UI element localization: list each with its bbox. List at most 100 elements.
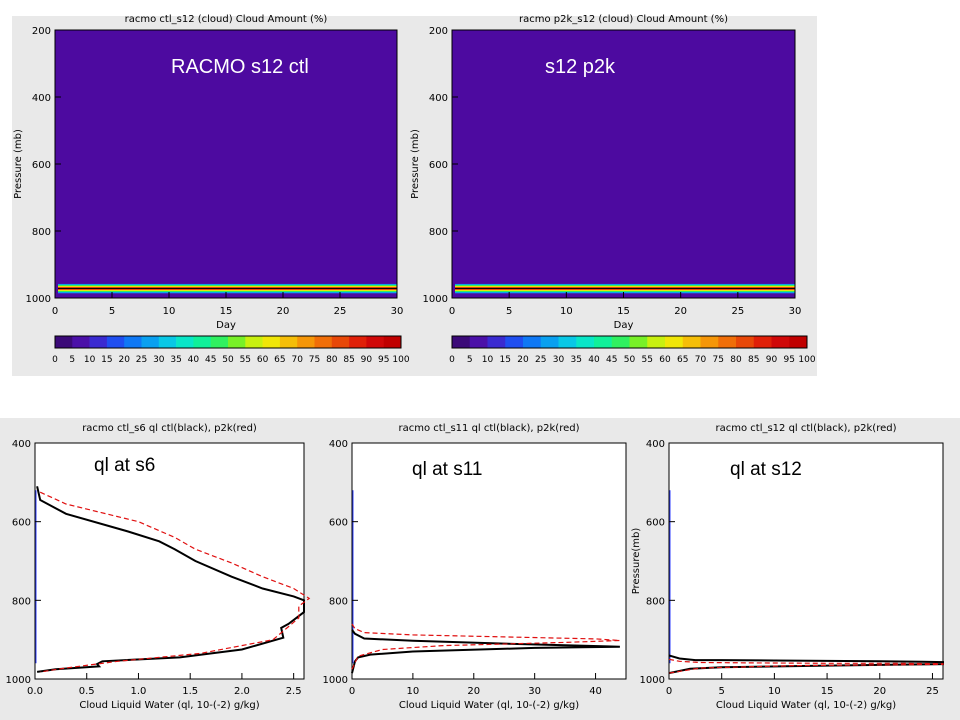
heatmap-1-colorbar-label: 60 [257, 355, 269, 365]
lineplot-1-frame [34, 442, 305, 680]
heatmap-2-colorbar-label: 90 [766, 355, 778, 365]
lineplot-2-xtick-label: 10 [407, 686, 420, 697]
heatmap-1-colorbar-label: 85 [343, 355, 354, 365]
heatmap-2-cloud-band [455, 288, 795, 291]
heatmap-1-colorbar-label: 35 [170, 355, 181, 365]
lineplot-3-xtick-label: 5 [719, 686, 725, 697]
lineplot-1-series-ctl [36, 486, 305, 673]
heatmap-2-colorbar-swatch [576, 336, 595, 348]
heatmap-1-colorbar-swatch [331, 336, 350, 348]
lineplot-1-ytick-label: 1000 [6, 675, 31, 686]
lineplot-3-series-ctl [668, 654, 944, 675]
heatmap-2-xtick-label: 10 [560, 306, 573, 317]
heatmap-1-colorbar-swatch [124, 336, 142, 348]
lineplot-1-series-p2k [39, 491, 311, 673]
heatmap-1-colorbar-swatch [176, 336, 194, 348]
heatmap-2-colorbar-swatch [469, 336, 488, 348]
heatmap-2-colorbar-swatch [771, 336, 790, 348]
heatmap-1-cloud-band [58, 283, 397, 286]
heatmap-2-cloud-band [455, 287, 795, 290]
heatmap-1-colorbar-label: 55 [240, 355, 251, 365]
heatmap-2-colorbar-label: 50 [624, 355, 636, 365]
heatmap-1-xtick-label: 25 [334, 306, 347, 317]
heatmap-2-cloud-band [455, 286, 795, 289]
heatmap-2-colorbar-swatch [594, 336, 613, 348]
heatmap-2-cloud-band [455, 283, 795, 286]
heatmap-2-ylabel: Pressure (mb) [410, 129, 421, 199]
heatmap-2-xtick-label: 25 [731, 306, 744, 317]
heatmap-2-cloud-band [455, 284, 795, 287]
lineplot-2-xtick-label: 20 [467, 686, 480, 697]
lineplot-2-ytick-label: 600 [329, 518, 348, 529]
heatmap-2-colorbar-label: 75 [713, 355, 724, 365]
heatmap-2-field [452, 30, 795, 298]
lineplot-1-xlabel: Cloud Liquid Water (ql, 10-(-2) g/kg) [79, 700, 259, 711]
heatmap-1-colorbar-swatch [158, 336, 177, 348]
heatmap-2-xlabel: Day [614, 320, 634, 331]
heatmap-2-ytick-label: 800 [429, 227, 448, 238]
heatmap-2-ytick-label: 600 [429, 160, 448, 171]
heatmap-1-xtick-label: 10 [163, 306, 176, 317]
heatmap-2-colorbar-swatch [700, 336, 719, 348]
heatmap-2-colorbar-label: 20 [517, 355, 529, 365]
heatmap-1-colorbar-label: 5 [69, 355, 75, 365]
heatmap-1-colorbar-swatch [279, 336, 298, 348]
heatmap-2-colorbar-label: 85 [748, 355, 759, 365]
heatmap-2-xtick-label: 5 [506, 306, 512, 317]
lineplot-2-series-ctl [351, 629, 620, 674]
heatmap-2-colorbar-label: 5 [467, 355, 473, 365]
lineplot-3-series-p2k [668, 658, 944, 674]
lineplot-3-xtick-label: 10 [768, 686, 781, 697]
lineplot-1-xtick-label: 1.0 [131, 686, 147, 697]
heatmap-2-colorbar-label: 25 [535, 355, 546, 365]
heatmap-1-colorbar-swatch [72, 336, 90, 348]
heatmap-1-colorbar-swatch [366, 336, 384, 348]
heatmap-1-title: racmo ctl_s12 (cloud) Cloud Amount (%) [125, 14, 328, 25]
overlay-label-ql-s6: ql at s6 [94, 455, 156, 476]
lineplot-1-xtick-label: 0.5 [79, 686, 95, 697]
lineplot-3-ytick-label: 400 [646, 439, 665, 450]
heatmap-2-xtick-label: 15 [617, 306, 630, 317]
heatmap-1-colorbar-swatch [349, 336, 367, 348]
heatmap-2-colorbar-swatch [611, 336, 630, 348]
lineplot-3-ytick-label: 1000 [640, 675, 665, 686]
heatmap-2-colorbar-swatch [647, 336, 666, 348]
heatmap-2-colorbar-swatch [558, 336, 577, 348]
lineplot-3-xtick-label: 15 [821, 686, 834, 697]
heatmap-1-colorbar-swatch [89, 336, 108, 348]
lineplot-2-series-p2k [351, 623, 620, 670]
heatmap-1-cloud-band [58, 287, 397, 290]
heatmap-2-ytick-label: 400 [429, 93, 448, 104]
heatmap-1-colorbar-label: 80 [326, 355, 338, 365]
heatmap-1-cloud-band [58, 290, 397, 293]
heatmap-2-colorbar-label: 80 [730, 355, 742, 365]
heatmap-2-colorbar-label: 55 [642, 355, 653, 365]
heatmap-1-colorbar-label: 95 [378, 355, 389, 365]
heatmap-2-colorbar-swatch [736, 336, 755, 348]
heatmap-1-colorbar-swatch [262, 336, 281, 348]
lineplot-1-ytick-label: 600 [12, 518, 31, 529]
lineplot-2-xtick-label: 0 [349, 686, 355, 697]
heatmap-1-xtick-label: 15 [220, 306, 233, 317]
lineplot-2-ytick-label: 1000 [323, 675, 348, 686]
heatmap-1-cloud-band [58, 291, 397, 294]
heatmap-1-colorbar-frame [54, 335, 402, 349]
heatmap-2-colorbar-swatch [505, 336, 524, 348]
lineplot-3-frame [668, 442, 944, 680]
lineplot-2-ytick-label: 400 [329, 439, 348, 450]
lineplot-2-title: racmo ctl_s11 ql ctl(black), p2k(red) [399, 423, 580, 434]
heatmap-1-colorbar-swatch [245, 336, 263, 348]
heatmap-2-colorbar-label: 0 [449, 355, 455, 365]
lineplot-1-ytick-label: 400 [12, 439, 31, 450]
lineplot-3-xlabel: Cloud Liquid Water (ql, 10-(-2) g/kg) [716, 700, 896, 711]
lineplot-3-xtick-label: 25 [926, 686, 939, 697]
heatmap-2-cloud-band [455, 289, 795, 292]
heatmap-1-ytick-label: 800 [32, 227, 51, 238]
heatmap-2-colorbar-label: 65 [677, 355, 688, 365]
heatmap-1-colorbar-swatch [297, 336, 315, 348]
heatmap-2-ytick-label: 200 [429, 26, 448, 37]
lineplot-3-ylabel: Pressure(mb) [631, 528, 642, 595]
heatmap-2-xtick-label: 20 [674, 306, 687, 317]
heatmap-1-ytick-label: 400 [32, 93, 51, 104]
